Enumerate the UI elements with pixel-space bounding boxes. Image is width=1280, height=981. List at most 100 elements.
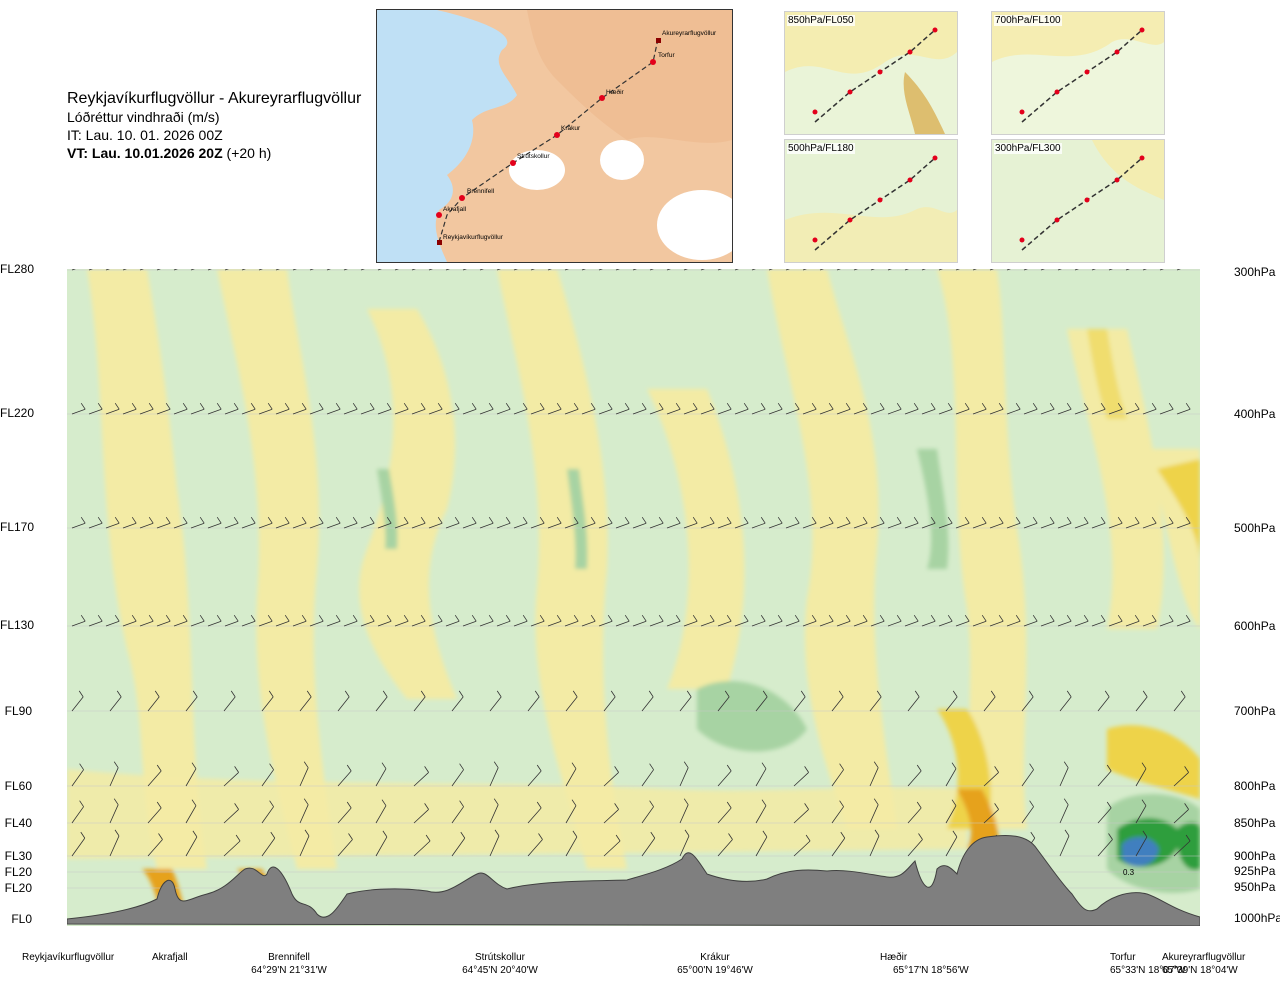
wind-barb	[565, 690, 578, 712]
wind-barb	[156, 614, 171, 627]
parameter-label: Lóðréttur vindhraði (m/s)	[67, 109, 220, 125]
thumbnail-700hpa[interactable]: 700hPa/FL100	[991, 11, 1165, 135]
wind-barb	[945, 690, 958, 712]
wind-barb	[1021, 800, 1034, 824]
wind-barb	[71, 690, 84, 712]
location-name: Torfur	[1110, 952, 1136, 963]
wind-barb	[258, 614, 273, 627]
wind-barb	[1091, 269, 1096, 271]
pressure-label: 300hPa	[1234, 265, 1276, 279]
thumbnail-300hpa[interactable]: 300hPa/FL300	[991, 139, 1165, 263]
location-name: Hæðir	[880, 952, 908, 963]
thumbnail-850hpa[interactable]: 850hPa/FL050	[784, 11, 958, 135]
wind-barb	[836, 614, 851, 627]
wind-barb	[955, 516, 970, 529]
location-label: Brennifell 64°29'N 21°31'W	[244, 951, 334, 977]
wind-barb	[955, 269, 960, 271]
wind-barb	[428, 402, 443, 415]
wind-barb	[904, 402, 919, 415]
wind-barb	[258, 516, 273, 529]
location-coord: 65°39'N 18°04'W	[1162, 965, 1238, 976]
wind-barb	[156, 516, 171, 529]
wind-barb	[88, 614, 103, 627]
wind-barb	[983, 766, 999, 787]
wind-barb	[615, 402, 630, 415]
wind-barb	[173, 614, 188, 627]
wind-barb	[275, 614, 290, 627]
wind-barb	[299, 829, 310, 857]
wind-barb	[907, 690, 920, 712]
wind-barb	[1135, 830, 1148, 857]
location-label: Akrafjall	[152, 951, 188, 964]
fl-label: FL170	[0, 520, 35, 534]
wind-barb	[1059, 761, 1069, 787]
wind-barb	[462, 516, 477, 529]
wind-barb	[853, 614, 868, 627]
wind-barb	[836, 269, 841, 271]
cross-section-plot: 0.3	[67, 269, 1200, 926]
wind-barb	[139, 269, 144, 271]
wind-barb	[853, 516, 868, 529]
wind-barb	[1023, 402, 1038, 415]
wind-barb	[989, 269, 994, 271]
wind-barb	[185, 799, 197, 824]
pressure-label: 700hPa	[1234, 704, 1276, 718]
wind-barb	[343, 614, 358, 627]
wind-barb	[1057, 614, 1072, 627]
wind-barb	[147, 690, 160, 712]
wind-barb	[793, 834, 811, 857]
wind-barb	[109, 798, 119, 824]
wind-barb	[641, 763, 654, 787]
wind-barb	[122, 269, 127, 271]
wind-barb	[326, 516, 341, 529]
wind-barb	[413, 766, 429, 787]
map-label-reykjavikurflugvollur: Reykjavíkurflugvöllur	[443, 234, 504, 241]
wind-barb	[831, 763, 844, 787]
wind-barb	[802, 614, 817, 627]
wind-barb	[207, 614, 222, 627]
wind-barb	[1057, 269, 1062, 271]
wind-barb	[547, 402, 562, 415]
wind-barb	[292, 402, 307, 415]
wind-barb	[190, 269, 195, 271]
wind-barb	[411, 516, 426, 529]
thumbnail-500hpa-canvas	[785, 140, 957, 262]
wind-barb	[831, 831, 846, 857]
wind-barb	[945, 762, 957, 787]
wind-barb	[451, 690, 464, 712]
wind-barb	[223, 690, 236, 712]
glacier-vatnajokull	[657, 190, 732, 260]
wind-barb	[581, 269, 586, 271]
wind-barb	[768, 614, 783, 627]
wind-barb	[666, 516, 681, 529]
wind-barb	[377, 614, 392, 627]
wind-barb	[411, 269, 416, 271]
wind-barb	[479, 402, 494, 415]
wind-barb	[1006, 402, 1021, 415]
wind-barb	[105, 402, 120, 415]
wind-barb	[945, 830, 958, 857]
wind-barb	[683, 516, 698, 529]
wind-barb	[1023, 614, 1038, 627]
wind-barb	[258, 402, 273, 415]
wind-barb	[683, 269, 688, 271]
wind-barb	[173, 402, 188, 415]
wind-barb	[1074, 614, 1089, 627]
wind-barb	[261, 831, 276, 857]
wind-barb	[1135, 690, 1148, 712]
wind-barb	[581, 516, 596, 529]
thumbnail-500hpa[interactable]: 500hPa/FL180	[784, 139, 958, 263]
wind-barb	[734, 402, 749, 415]
wind-barb	[1074, 269, 1079, 271]
wind-barb	[938, 269, 943, 271]
thumbnail-700hpa-canvas	[992, 12, 1164, 134]
wind-barb	[1176, 516, 1191, 529]
wind-barb	[755, 830, 768, 857]
glacier-hofsjokull	[600, 140, 644, 180]
location-label: Reykjavíkurflugvöllur	[22, 951, 114, 964]
wind-barb	[530, 516, 545, 529]
wind-barb	[207, 269, 212, 271]
wind-barb	[139, 402, 154, 415]
wind-barb	[1006, 516, 1021, 529]
wind-barb	[105, 516, 120, 529]
